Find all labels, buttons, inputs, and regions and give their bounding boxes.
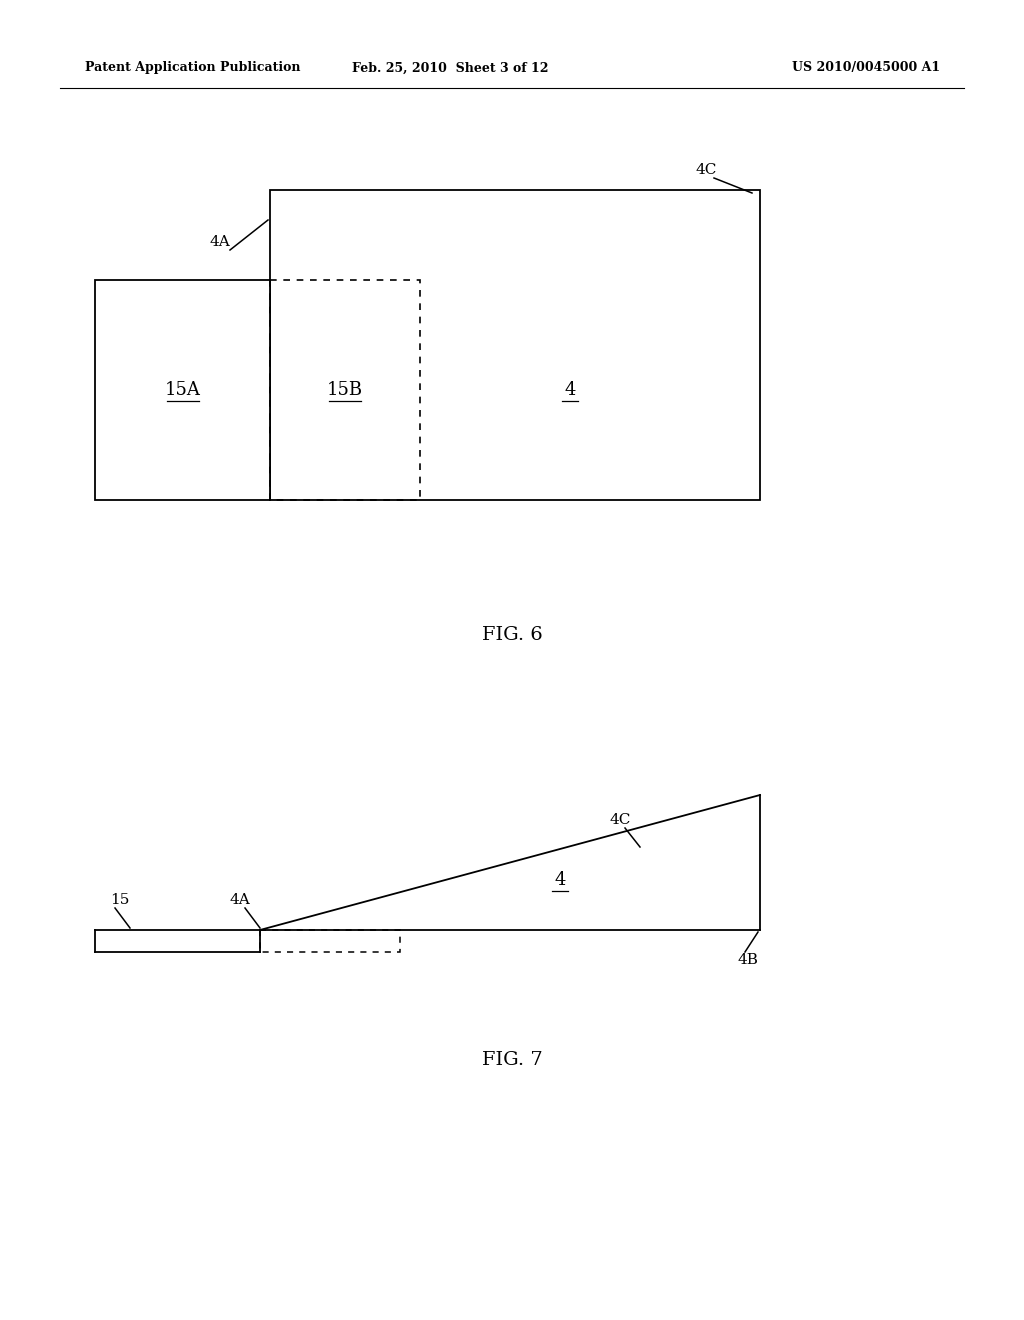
Text: 4B: 4B (737, 953, 759, 968)
Text: 4C: 4C (609, 813, 631, 828)
Text: US 2010/0045000 A1: US 2010/0045000 A1 (792, 62, 940, 74)
Text: 15A: 15A (165, 381, 201, 399)
Bar (260, 931, 400, 952)
Text: 15B: 15B (327, 381, 364, 399)
Text: 4: 4 (554, 871, 565, 888)
Text: FIG. 7: FIG. 7 (481, 1051, 543, 1069)
Text: 4: 4 (564, 381, 575, 399)
Text: Patent Application Publication: Patent Application Publication (85, 62, 300, 74)
Text: FIG. 6: FIG. 6 (481, 626, 543, 644)
Text: 4C: 4C (695, 162, 717, 177)
Bar (270, 280, 420, 500)
Bar (95, 280, 270, 500)
Text: 4A: 4A (210, 235, 230, 249)
Bar (270, 190, 760, 500)
Text: 4A: 4A (229, 894, 251, 907)
Text: 15: 15 (111, 894, 130, 907)
Text: Feb. 25, 2010  Sheet 3 of 12: Feb. 25, 2010 Sheet 3 of 12 (352, 62, 548, 74)
